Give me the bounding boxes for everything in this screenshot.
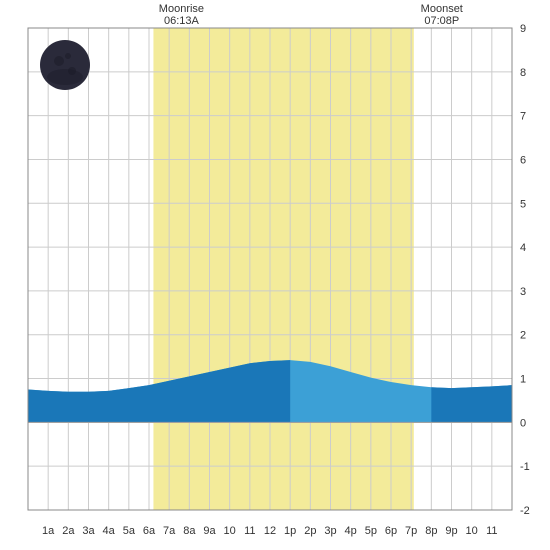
y-tick-label: 9 (520, 23, 526, 35)
y-tick-label: -1 (520, 461, 530, 473)
chart-svg: -2-101234567891a2a3a4a5a6a7a8a9a1011121p… (0, 0, 550, 550)
moonset-time: 07:08P (424, 15, 459, 27)
y-tick-label: 6 (520, 154, 526, 166)
y-tick-label: 1 (520, 374, 526, 386)
x-tick-label: 3a (82, 525, 95, 537)
x-tick-label: 4p (345, 525, 357, 537)
y-tick-label: 4 (520, 242, 526, 254)
y-tick-label: -2 (520, 505, 530, 517)
x-tick-label: 10 (224, 525, 236, 537)
x-tick-label: 1a (42, 525, 55, 537)
y-tick-label: 8 (520, 67, 526, 79)
y-tick-label: 5 (520, 198, 526, 210)
x-tick-label: 5p (365, 525, 377, 537)
x-tick-label: 8a (183, 525, 196, 537)
x-tick-label: 7p (405, 525, 417, 537)
y-tick-label: 2 (520, 330, 526, 342)
moonrise-label: Moonrise (159, 3, 204, 15)
x-tick-label: 1p (284, 525, 296, 537)
x-tick-label: 11 (486, 525, 497, 537)
x-tick-label: 3p (324, 525, 336, 537)
x-tick-label: 9a (203, 525, 216, 537)
x-tick-label: 5a (123, 525, 136, 537)
moon-crater (65, 53, 71, 59)
y-tick-label: 0 (520, 417, 526, 429)
moon-crater (54, 56, 64, 66)
tide-chart: -2-101234567891a2a3a4a5a6a7a8a9a1011121p… (0, 0, 550, 550)
x-tick-label: 6p (385, 525, 397, 537)
x-tick-label: 12 (264, 525, 276, 537)
x-tick-label: 7a (163, 525, 176, 537)
y-tick-label: 3 (520, 286, 526, 298)
x-tick-label: 4a (103, 525, 116, 537)
x-tick-label: 6a (143, 525, 156, 537)
x-tick-label: 2a (62, 525, 75, 537)
x-tick-label: 8p (425, 525, 437, 537)
y-tick-label: 7 (520, 111, 526, 123)
x-tick-label: 9p (445, 525, 457, 537)
x-tick-label: 10 (466, 525, 478, 537)
x-tick-label: 11 (244, 525, 255, 537)
moon-shadow (47, 69, 83, 85)
tide-area-dark (431, 385, 512, 422)
moon-band (153, 28, 413, 510)
x-tick-label: 2p (304, 525, 316, 537)
moonrise-time: 06:13A (164, 15, 200, 27)
moonset-label: Moonset (421, 3, 463, 15)
